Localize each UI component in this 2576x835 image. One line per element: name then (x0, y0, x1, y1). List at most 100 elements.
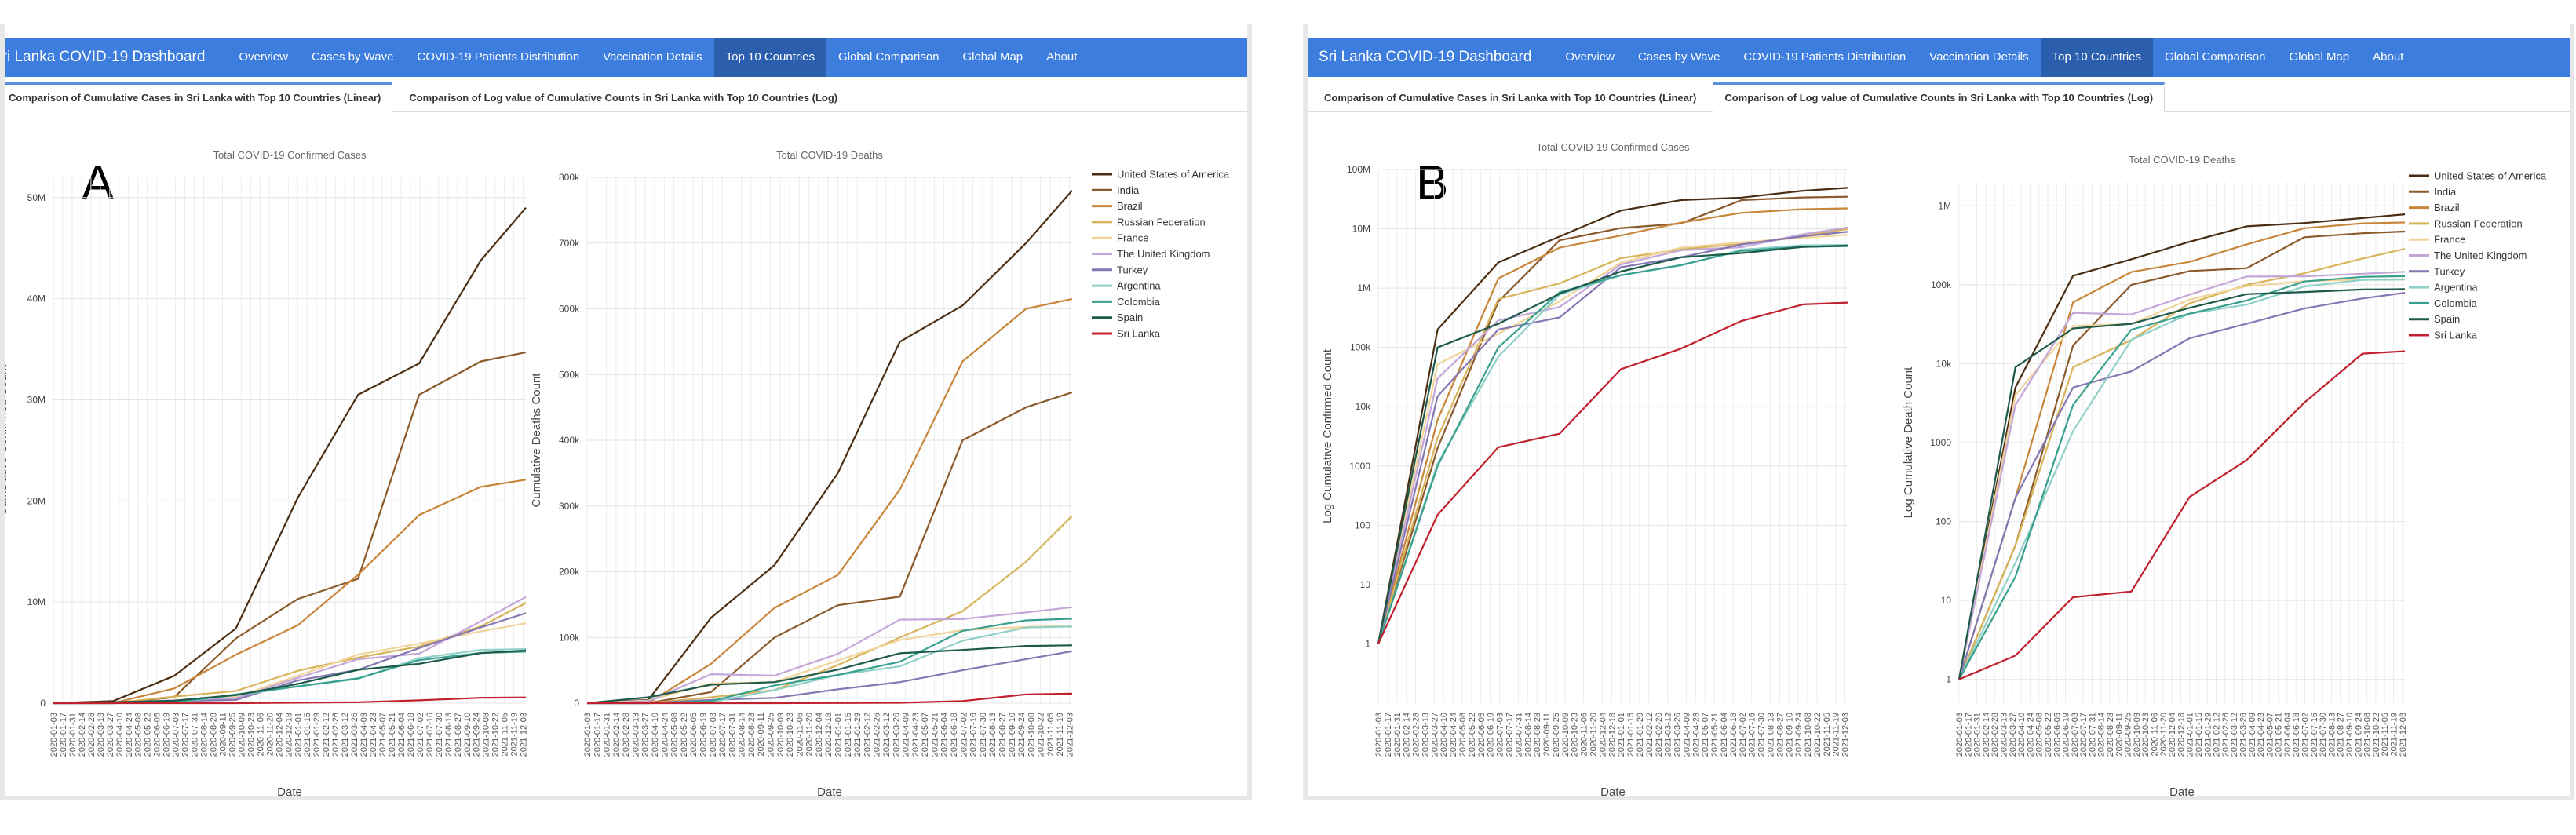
legend-item[interactable]: France (1117, 232, 1148, 244)
nav-about[interactable]: About (2373, 50, 2404, 64)
series-line-united-states-of-america[interactable] (586, 190, 1073, 705)
nav-overview[interactable]: Overview (239, 50, 288, 64)
tab-log[interactable]: Comparison of Log value of Cumulative Co… (409, 92, 838, 104)
legend-item[interactable]: Spain (2434, 313, 2460, 325)
dashboard-panel-b: Sri Lanka COVID-19 Dashboard Overview Ca… (1303, 24, 2574, 800)
legend-item[interactable]: Russian Federation (2434, 217, 2523, 229)
plot-a2: Total COVID-19 Deaths 2020-01-03 2020-01-1… (530, 149, 1075, 796)
legend-item[interactable]: Colombia (1117, 296, 1161, 308)
legend-item[interactable]: Argentina (1117, 280, 1161, 292)
nav-vaccination-details[interactable]: Vaccination Details (1929, 50, 2029, 64)
x-tick-label: 2021-06-04 (2283, 713, 2293, 757)
series-line-france[interactable] (1377, 234, 1848, 644)
series-line-russian-federation[interactable] (1958, 248, 2406, 680)
series-line-india[interactable] (587, 391, 1073, 705)
brand-title[interactable]: Sri Lanka COVID-19 Dashboard (0, 49, 206, 65)
x-tick-label: 2020-02-14 (1982, 713, 1991, 757)
legend-item[interactable]: The United Kingdom (2434, 250, 2527, 261)
tab-linear[interactable]: Comparison of Cumulative Cases in Sri La… (5, 82, 393, 112)
x-tick-label: 2021-04-09 (359, 713, 369, 757)
x-tick-label: 2021-11-19 (1832, 713, 1841, 756)
x-tick-label: 2021-10-08 (1804, 713, 1813, 757)
series-line-sri-lanka[interactable] (587, 692, 1073, 705)
series-line-turkey[interactable] (1958, 292, 2406, 680)
series-line-spain[interactable] (1958, 288, 2406, 680)
x-tick-label: 2021-12-03 (2399, 713, 2408, 757)
series-line-spain[interactable] (53, 649, 527, 705)
nav-patients-distribution[interactable]: COVID-19 Patients Distribution (417, 50, 580, 64)
legend-item[interactable]: Sri Lanka (1117, 328, 1161, 340)
series-line-sri-lanka[interactable] (1958, 350, 2406, 680)
series-line-sri-lanka[interactable] (53, 696, 527, 705)
legend-item[interactable]: The United Kingdom (1117, 248, 1210, 260)
series-line-sri-lanka[interactable] (1377, 301, 1848, 644)
series-line-india[interactable] (1958, 230, 2406, 680)
legend-item[interactable]: Turkey (2434, 265, 2465, 277)
legend-item[interactable]: Turkey (1117, 264, 1148, 275)
nav-overview[interactable]: Overview (1565, 50, 1615, 64)
x-tick-label: 2020-03-27 (641, 713, 651, 757)
legend-item[interactable]: Spain (1117, 312, 1143, 323)
legend-item[interactable]: India (1117, 184, 1140, 196)
series-line-france[interactable] (586, 625, 1073, 705)
x-tick-label: 2021-04-23 (369, 713, 378, 757)
nav-global-comparison[interactable]: Global Comparison (2165, 50, 2266, 64)
series-line-the-united-kingdom[interactable] (586, 606, 1073, 705)
series-line-united-states-of-america[interactable] (1958, 213, 2406, 680)
series-line-france[interactable] (1958, 278, 2406, 680)
series-line-colombia[interactable] (53, 651, 527, 705)
series-line-india[interactable] (53, 351, 527, 705)
series-line-argentina[interactable] (587, 625, 1073, 705)
x-tick-label: 2021-06-18 (950, 713, 959, 757)
series-line-the-united-kingdom[interactable] (1958, 271, 2406, 680)
legend-item[interactable]: Colombia (2434, 297, 2478, 309)
series-line-brazil[interactable] (53, 479, 527, 705)
legend-item[interactable]: Brazil (2434, 202, 2460, 213)
y-tick-label: 0 (40, 698, 46, 709)
brand-title[interactable]: Sri Lanka COVID-19 Dashboard (1319, 49, 1532, 65)
nav-global-comparison[interactable]: Global Comparison (838, 50, 940, 64)
nav-global-map[interactable]: Global Map (2289, 50, 2350, 64)
legend-item[interactable]: Russian Federation (1117, 216, 1206, 228)
y-axis-title: Log Cumulative Death Count (1902, 366, 1915, 518)
series-line-india[interactable] (1377, 195, 1848, 644)
legend-item[interactable]: Brazil (1117, 200, 1143, 212)
tab-linear[interactable]: Comparison of Cumulative Cases in Sri La… (1324, 92, 1697, 104)
x-tick-label: 2020-02-28 (622, 713, 631, 757)
legend-item[interactable]: France (2434, 234, 2465, 246)
y-tick-label: 10M (1352, 224, 1370, 235)
x-tick-label: 2020-11-06 (795, 713, 805, 756)
x-tick-label: 2020-08-28 (1533, 713, 1542, 757)
legend-item[interactable]: India (2434, 186, 2457, 198)
series-line-colombia[interactable] (1958, 275, 2406, 680)
series-line-turkey[interactable] (1377, 231, 1848, 644)
x-tick-label: 2021-07-02 (959, 713, 969, 757)
nav-vaccination-details[interactable]: Vaccination Details (603, 50, 702, 64)
x-tick-label: 2020-03-27 (1430, 713, 1439, 757)
nav-about[interactable]: About (1046, 50, 1078, 64)
series-line-united-states-of-america[interactable] (53, 206, 527, 705)
nav-cases-by-wave[interactable]: Cases by Wave (311, 50, 394, 64)
series-line-spain[interactable] (586, 644, 1073, 705)
series-line-spain[interactable] (1377, 244, 1848, 644)
series-line-the-united-kingdom[interactable] (1377, 226, 1848, 644)
nav-top-10-countries[interactable]: Top 10 Countries (713, 38, 827, 77)
series-line-brazil[interactable] (1958, 221, 2406, 680)
nav-cases-by-wave[interactable]: Cases by Wave (1637, 50, 1720, 64)
tab-log[interactable]: Comparison of Log value of Cumulative Co… (1713, 82, 2166, 112)
x-tick-label: 2020-02-28 (1412, 713, 1421, 757)
x-tick-label: 2020-07-31 (191, 713, 200, 757)
series-line-brazil[interactable] (586, 297, 1073, 705)
nav-global-map[interactable]: Global Map (962, 50, 1023, 64)
nav-top-10-countries[interactable]: Top 10 Countries (2040, 38, 2154, 77)
legend-item[interactable]: United States of America (1117, 169, 1230, 180)
legend-item[interactable]: Argentina (2434, 282, 2478, 294)
series-line-united-states-of-america[interactable] (1377, 187, 1848, 644)
x-tick-label: 2021-01-29 (1636, 713, 1645, 757)
nav-patients-distribution[interactable]: COVID-19 Patients Distribution (1743, 50, 1906, 64)
series-line-russian-federation[interactable] (1377, 228, 1848, 644)
legend-item[interactable]: United States of America (2434, 170, 2547, 182)
x-tick-label: 2021-02-12 (1645, 713, 1655, 757)
legend-item[interactable]: Sri Lanka (2434, 330, 2478, 341)
y-tick-label: 10M (27, 596, 46, 607)
